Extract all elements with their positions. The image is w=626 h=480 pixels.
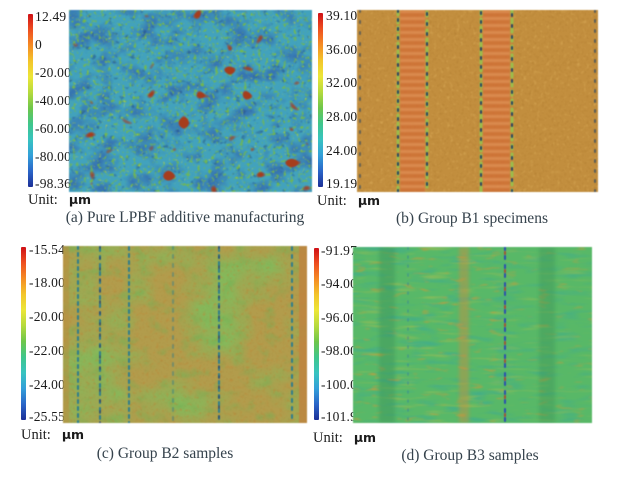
caption-a: (a) Pure LPBF additive manufacturing — [65, 209, 305, 226]
scale-tick: -96.00 — [321, 309, 358, 325]
unit-label: Unit: — [317, 193, 347, 209]
scale-tick: -98.36 — [35, 176, 72, 192]
scale-tick: 32.00 — [326, 75, 358, 91]
scale-tick: -98.00 — [321, 343, 358, 359]
scale-tick: -25.55 — [29, 409, 66, 425]
surface-map-c — [63, 246, 307, 423]
scale-tick: 24.00 — [326, 143, 358, 159]
surface-map-d — [353, 247, 592, 423]
scale-tick: -94.00 — [321, 276, 358, 292]
scale-tick: -60.00 — [35, 121, 72, 137]
unit-value: μm — [353, 430, 377, 445]
scale-tick: -22.00 — [29, 342, 66, 358]
unit-row-b: Unit: μm — [317, 193, 380, 210]
scale-tick: -20.00 — [35, 65, 72, 81]
scale-tick: 19.19 — [326, 176, 358, 192]
unit-row-a: Unit: μm — [28, 192, 91, 209]
scale-tick: 36.00 — [326, 41, 358, 57]
scale-tick: -40.00 — [35, 93, 72, 109]
caption-b: (b) Group B1 specimens — [396, 210, 548, 227]
scale-tick: -20.00 — [29, 309, 66, 325]
unit-label: Unit: — [28, 192, 58, 208]
colorbar-b-ticks: 39.10 36.00 32.00 28.00 24.00 19.19 — [326, 8, 378, 192]
unit-row-c: Unit: μm — [21, 427, 84, 444]
colorbar-a-ticks: 12.49 0 -20.00 -40.00 -60.00 -80.00 -98.… — [35, 9, 87, 192]
surface-map-b — [357, 10, 598, 192]
colorbar-b — [318, 13, 323, 187]
colorbar-d — [314, 248, 319, 420]
scale-tick: -80.00 — [35, 148, 72, 164]
scale-tick: -91.97 — [321, 242, 358, 258]
scale-tick: 0 — [35, 36, 42, 52]
scale-tick: 12.49 — [35, 8, 67, 24]
scale-tick: 28.00 — [326, 109, 358, 125]
unit-label: Unit: — [313, 430, 343, 446]
surface-map-a — [69, 10, 312, 192]
colorbar-c — [21, 247, 26, 420]
unit-row-d: Unit: μm — [313, 430, 376, 447]
colorbar-d-ticks: -91.97 -94.00 -96.00 -98.00 -100.00 -101… — [321, 243, 373, 425]
unit-value: μm — [357, 193, 381, 208]
scale-tick: -18.00 — [29, 275, 66, 291]
scale-tick: -15.54 — [29, 241, 66, 257]
caption-c: (c) Group B2 samples — [96, 445, 234, 462]
unit-value: μm — [61, 427, 85, 442]
caption-d: (d) Group B3 samples — [401, 447, 539, 464]
unit-value: μm — [68, 192, 92, 207]
unit-label: Unit: — [21, 427, 51, 443]
scale-tick: -24.00 — [29, 376, 66, 392]
scale-tick: 39.10 — [326, 7, 358, 23]
colorbar-c-ticks: -15.54 -18.00 -20.00 -22.00 -24.00 -25.5… — [29, 242, 81, 425]
colorbar-a — [28, 14, 33, 187]
